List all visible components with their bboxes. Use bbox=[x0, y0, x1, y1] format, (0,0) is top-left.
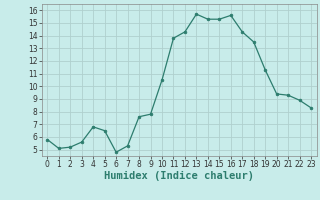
X-axis label: Humidex (Indice chaleur): Humidex (Indice chaleur) bbox=[104, 171, 254, 181]
